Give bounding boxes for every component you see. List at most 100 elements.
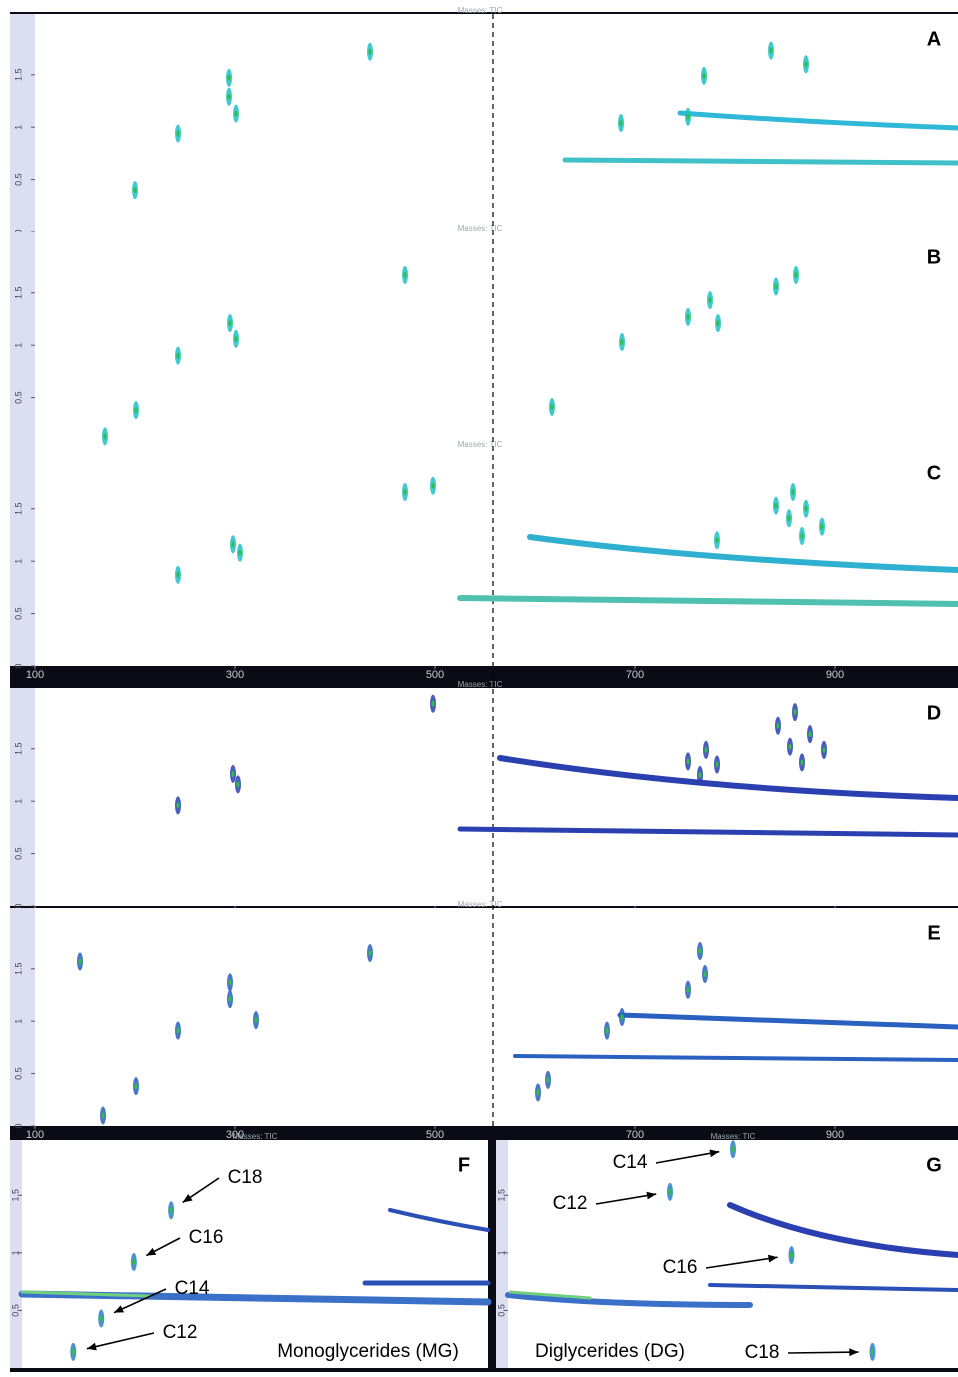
x-tick-label: 500 <box>426 669 444 681</box>
y-tick-label: 0.5 <box>13 607 23 620</box>
spot-core <box>432 701 435 707</box>
peak-label: C12 <box>553 1193 588 1214</box>
spot-core <box>716 762 719 768</box>
spot <box>237 544 243 562</box>
spot <box>793 266 799 284</box>
spot-core <box>135 407 138 413</box>
page: Masses: TIC00.511.5100300500700900Masses… <box>0 0 958 1377</box>
spot <box>133 401 139 419</box>
panel-title: D <box>927 702 941 724</box>
spot <box>787 738 793 756</box>
spot-core <box>100 1315 103 1321</box>
spot-core <box>795 272 798 278</box>
panel-title: F <box>458 1154 470 1176</box>
y-axis-strip <box>10 14 35 232</box>
spot <box>619 1008 625 1026</box>
spot <box>175 796 181 814</box>
panel-subtitle: Masses: TIC <box>458 900 503 909</box>
spot-core <box>687 758 690 764</box>
spot <box>714 531 720 549</box>
spot-core <box>687 987 690 993</box>
spot-core <box>237 781 240 787</box>
y-tick-label: 0.5 <box>13 391 23 404</box>
spot-core <box>794 709 797 715</box>
x-tick-label: 700 <box>626 669 644 681</box>
spot <box>685 752 691 770</box>
spot <box>102 427 108 445</box>
spot <box>697 942 703 960</box>
spot-core <box>775 503 778 509</box>
x-tick-label: 300 <box>226 669 244 681</box>
panel-title: A <box>927 28 941 50</box>
spot-core <box>669 1189 672 1195</box>
spot-core <box>72 1349 75 1355</box>
spot <box>775 717 781 735</box>
spot <box>132 181 138 199</box>
spot-core <box>255 1017 258 1023</box>
plot-area <box>35 232 958 450</box>
spot <box>715 314 721 332</box>
spot-core <box>232 771 235 777</box>
spot-core <box>703 73 706 79</box>
y-tick-label: 0 <box>13 903 23 908</box>
spot <box>549 398 555 416</box>
spot-core <box>404 272 407 278</box>
spot-core <box>235 336 238 342</box>
y-tick-label: 1 <box>13 559 23 564</box>
panel-subtitle: Masses: TIC <box>711 1132 756 1141</box>
spot-core <box>871 1349 874 1355</box>
spot <box>230 535 236 553</box>
spot <box>792 703 798 721</box>
spot-core <box>177 353 180 359</box>
spot <box>870 1343 876 1361</box>
y-tick-label: 1.5 <box>13 287 23 300</box>
peak-label: C16 <box>663 1257 698 1278</box>
panel-subtitle: Masses: TIC <box>458 680 503 689</box>
spot <box>98 1309 104 1327</box>
peak-label: C18 <box>745 1342 780 1363</box>
spot-core <box>792 489 795 495</box>
x-tick-label: 700 <box>626 1129 644 1141</box>
spot <box>100 1107 106 1125</box>
spot <box>226 69 232 87</box>
y-axis-strip <box>10 232 35 450</box>
y-tick-label: 1.5 <box>13 69 23 82</box>
spot-core <box>704 971 707 977</box>
y-axis-strip <box>10 908 35 1126</box>
spot <box>807 725 813 743</box>
spot <box>430 695 436 713</box>
y-tick-label: 1 <box>13 799 23 804</box>
spot <box>703 741 709 759</box>
y-tick-label: 0 <box>13 663 23 668</box>
y-tick-label: 1.5 <box>10 1189 20 1202</box>
spot-core <box>132 1259 135 1265</box>
spot <box>619 333 625 351</box>
spot <box>226 88 232 106</box>
spot <box>819 518 825 536</box>
spot <box>402 483 408 501</box>
y-tick-label: 1.5 <box>13 963 23 976</box>
spot-core <box>805 61 808 67</box>
spot <box>773 278 779 296</box>
spot-core <box>404 489 407 495</box>
y-tick-label: 0.5 <box>10 1304 20 1317</box>
peak-label: C18 <box>228 1167 263 1188</box>
spot-core <box>104 433 107 439</box>
y-tick-label: 1 <box>13 1019 23 1024</box>
spot <box>618 114 624 132</box>
x-tick-label: 500 <box>426 1129 444 1141</box>
spot-core <box>805 506 808 512</box>
x-tick-label: 900 <box>826 669 844 681</box>
spot <box>707 291 713 309</box>
y-tick-label: 1.5 <box>13 743 23 756</box>
spot-core <box>177 130 180 136</box>
spot-core <box>621 1014 624 1020</box>
spot-core <box>777 723 780 729</box>
spot <box>131 1253 137 1271</box>
spot <box>235 775 241 793</box>
spot <box>175 1022 181 1040</box>
spot <box>799 527 805 545</box>
spot <box>545 1071 551 1089</box>
spot-core <box>788 515 791 521</box>
panel-subtitle: Masses: TIC <box>458 224 503 233</box>
